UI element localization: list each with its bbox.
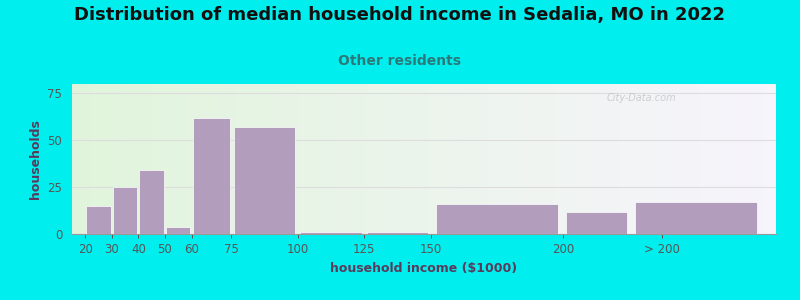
Bar bbox=[566, 212, 627, 234]
Bar bbox=[86, 206, 110, 234]
Text: Other residents: Other residents bbox=[338, 54, 462, 68]
Y-axis label: households: households bbox=[29, 119, 42, 199]
Bar bbox=[367, 232, 428, 234]
Bar bbox=[234, 127, 295, 234]
Bar bbox=[139, 170, 164, 234]
Text: City-Data.com: City-Data.com bbox=[607, 93, 677, 103]
Bar bbox=[166, 226, 190, 234]
Bar bbox=[301, 232, 362, 234]
Bar bbox=[193, 118, 230, 234]
Text: Distribution of median household income in Sedalia, MO in 2022: Distribution of median household income … bbox=[74, 6, 726, 24]
Bar bbox=[635, 202, 758, 234]
Bar bbox=[113, 187, 138, 234]
X-axis label: household income ($1000): household income ($1000) bbox=[330, 262, 518, 275]
Bar bbox=[436, 204, 558, 234]
